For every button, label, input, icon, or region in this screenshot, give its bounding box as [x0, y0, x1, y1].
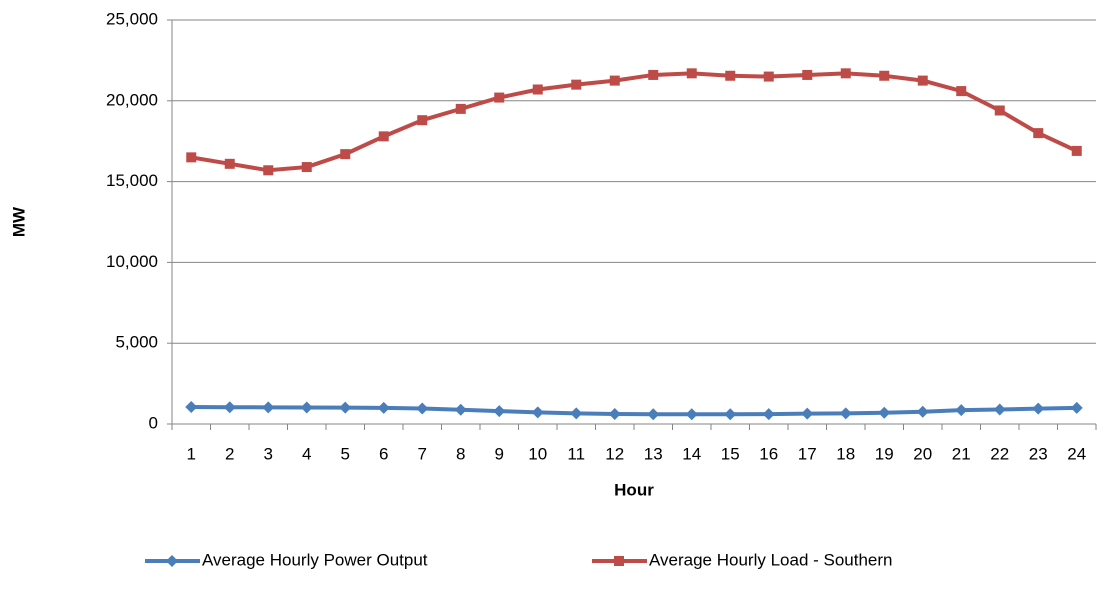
data-point [840, 68, 851, 79]
data-point [916, 405, 929, 418]
x-tick-label: 6 [379, 444, 388, 463]
data-point [993, 403, 1006, 416]
data-point [763, 71, 774, 82]
x-tick-label: 13 [644, 444, 663, 463]
x-tick-label: 5 [341, 444, 350, 463]
x-axis-label: Hour [614, 480, 654, 499]
x-tick-label: 1 [187, 444, 196, 463]
y-tick-label: 25,000 [106, 9, 158, 28]
x-tick-label: 19 [875, 444, 894, 463]
data-point [570, 407, 583, 420]
data-point [1033, 128, 1044, 139]
x-tick-label: 15 [721, 444, 740, 463]
data-point [416, 402, 429, 415]
data-point [455, 103, 466, 114]
x-tick-label: 8 [456, 444, 465, 463]
data-point [994, 105, 1005, 116]
series-line [191, 405, 1077, 417]
data-point [1032, 402, 1045, 415]
y-tick-label: 10,000 [106, 252, 158, 271]
data-point [878, 406, 891, 419]
x-tick-label: 17 [798, 444, 817, 463]
y-axis-label: MW [9, 206, 28, 237]
x-tick-label: 10 [528, 444, 547, 463]
y-tick-label: 5,000 [115, 333, 158, 352]
x-tick-label: 24 [1067, 444, 1086, 463]
data-point [262, 401, 275, 414]
data-point [493, 405, 506, 418]
data-point [531, 406, 544, 419]
x-tick-label: 12 [605, 444, 624, 463]
data-point [532, 84, 543, 95]
data-point [300, 401, 313, 414]
x-tick-label: 20 [913, 444, 932, 463]
data-point [614, 556, 624, 566]
data-point [301, 162, 312, 173]
data-point [879, 70, 890, 81]
y-tick-label: 0 [149, 413, 158, 432]
series-line [190, 71, 1078, 173]
y-tick-label: 15,000 [106, 171, 158, 190]
data-point [186, 152, 197, 163]
data-point [378, 131, 389, 142]
x-tick-label: 7 [418, 444, 427, 463]
data-point [956, 86, 967, 97]
data-point [686, 68, 697, 79]
y-tick-label: 20,000 [106, 90, 158, 109]
data-point [839, 407, 852, 420]
data-point [224, 158, 235, 169]
legend-label: Average Hourly Power Output [202, 550, 428, 569]
data-point [1071, 145, 1082, 156]
data-point [166, 555, 178, 567]
x-tick-label: 2 [225, 444, 234, 463]
data-point [801, 407, 814, 420]
x-tick-label: 23 [1029, 444, 1048, 463]
data-point [608, 407, 621, 420]
data-point [263, 165, 274, 176]
data-point [340, 149, 351, 160]
x-tick-label: 9 [495, 444, 504, 463]
x-tick-label: 18 [836, 444, 855, 463]
x-tick-label: 21 [952, 444, 971, 463]
data-point [955, 404, 968, 417]
data-point [454, 403, 467, 416]
data-point [417, 115, 428, 126]
x-tick-label: 4 [302, 444, 311, 463]
data-point [917, 75, 928, 86]
x-tick-label: 14 [682, 444, 701, 463]
x-tick-label: 22 [990, 444, 1009, 463]
data-point [762, 408, 775, 421]
data-point [1070, 401, 1083, 414]
data-point [802, 69, 813, 80]
data-point [685, 408, 698, 421]
x-tick-label: 16 [759, 444, 778, 463]
data-point [724, 408, 737, 421]
data-point [494, 92, 505, 103]
data-point [223, 401, 236, 414]
data-point [725, 70, 736, 81]
x-tick-label: 11 [567, 444, 585, 463]
data-point [571, 79, 582, 90]
data-point [185, 401, 198, 414]
data-point [377, 401, 390, 414]
data-point [648, 69, 659, 80]
data-point [647, 408, 660, 421]
data-point [609, 75, 620, 86]
legend-label: Average Hourly Load - Southern [649, 550, 893, 569]
x-tick-label: 3 [264, 444, 273, 463]
data-point [339, 401, 352, 414]
